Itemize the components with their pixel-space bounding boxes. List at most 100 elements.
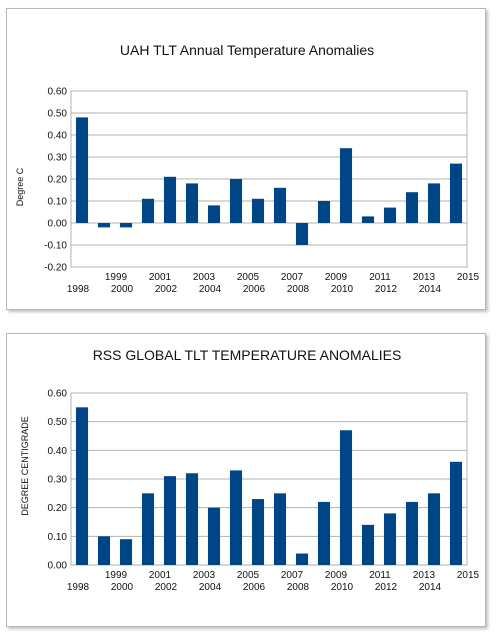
x-tick-label: 2014 xyxy=(419,284,442,295)
y-tick-label: 0.50 xyxy=(48,109,68,120)
x-tick-label: 2013 xyxy=(413,272,436,283)
x-tick-label: 2004 xyxy=(199,582,222,593)
rss-chart-panel: RSS GLOBAL TLT TEMPERATURE ANOMALIES DEG… xyxy=(6,333,486,627)
x-tick-label: 2011 xyxy=(369,570,391,581)
x-tick-label: 2006 xyxy=(243,582,266,593)
x-tick-label: 2015 xyxy=(457,272,480,283)
x-tick-label: 2015 xyxy=(457,570,480,581)
bar-2015 xyxy=(449,163,463,223)
bar-2014 xyxy=(427,493,441,565)
bar-1998 xyxy=(75,407,89,565)
x-tick-label: 2000 xyxy=(111,284,134,295)
x-tick-label: 2002 xyxy=(155,582,178,593)
bar-2007 xyxy=(273,493,287,565)
bar-2012 xyxy=(383,207,397,223)
bar-2005 xyxy=(229,179,243,223)
bar-2004 xyxy=(207,205,221,223)
bar-2000 xyxy=(119,539,133,565)
y-tick-label: 0.10 xyxy=(48,532,68,543)
x-tick-label: 2000 xyxy=(111,582,134,593)
bar-2001 xyxy=(141,198,155,223)
x-tick-label: 2009 xyxy=(325,272,348,283)
bar-1999 xyxy=(97,536,111,565)
x-tick-label: 2001 xyxy=(149,272,172,283)
y-tick-label: 0.20 xyxy=(48,175,68,186)
y-tick-label: 0.50 xyxy=(48,417,68,428)
y-tick-label: -0.20 xyxy=(44,263,67,274)
plot-frame xyxy=(70,90,468,268)
y-tick-label: 0.30 xyxy=(48,153,68,164)
y-tick-label: 0.60 xyxy=(48,87,68,98)
x-tick-label: 2012 xyxy=(375,284,398,295)
bar-2008 xyxy=(295,223,309,245)
bar-2013 xyxy=(405,501,419,565)
y-tick-label: 0.20 xyxy=(48,503,68,514)
x-tick-label: 2009 xyxy=(325,570,348,581)
bar-2011 xyxy=(361,524,375,565)
x-tick-label: 2010 xyxy=(331,284,354,295)
bar-2001 xyxy=(141,493,155,565)
x-tick-label: 2003 xyxy=(193,272,216,283)
x-tick-label: 2008 xyxy=(287,284,310,295)
plot-frame xyxy=(70,392,468,566)
x-tick-label: 2002 xyxy=(155,284,178,295)
x-tick-label: 2007 xyxy=(281,570,304,581)
x-tick-label: 2004 xyxy=(199,284,222,295)
x-tick-label: 2005 xyxy=(237,570,260,581)
bar-2014 xyxy=(427,183,441,223)
bar-2013 xyxy=(405,192,419,223)
x-tick-label: 2011 xyxy=(369,272,391,283)
y-tick-label: 0.60 xyxy=(48,389,68,400)
bar-2011 xyxy=(361,216,375,223)
rss-chart: RSS GLOBAL TLT TEMPERATURE ANOMALIES DEG… xyxy=(20,347,480,594)
bar-2012 xyxy=(383,513,397,565)
x-tick-label: 2001 xyxy=(149,570,172,581)
y-axis-label: Degree C xyxy=(15,167,25,206)
x-tick-label: 2005 xyxy=(237,272,260,283)
bar-2002 xyxy=(163,176,177,223)
bar-2003 xyxy=(185,183,199,223)
bar-2003 xyxy=(185,473,199,565)
x-tick-label: 1999 xyxy=(105,570,128,581)
bar-2004 xyxy=(207,507,221,565)
x-tick-label: 2010 xyxy=(331,582,354,593)
chart-title: UAH TLT Annual Temperature Anomalies xyxy=(120,42,374,58)
x-tick-label: 2014 xyxy=(419,582,442,593)
x-tick-label: 2013 xyxy=(413,570,436,581)
y-tick-label: -0.10 xyxy=(44,241,67,252)
bar-2005 xyxy=(229,470,243,565)
x-tick-label: 1998 xyxy=(67,284,90,295)
bar-2007 xyxy=(273,187,287,223)
y-tick-label: 0.40 xyxy=(48,131,68,142)
uah-chart-panel: UAH TLT Annual Temperature Anomalies Deg… xyxy=(6,8,486,310)
bar-1999 xyxy=(97,223,111,228)
y-tick-label: 0.10 xyxy=(48,197,68,208)
y-tick-label: 0.40 xyxy=(48,446,68,457)
x-tick-label: 1999 xyxy=(105,272,128,283)
y-axis-label: DEGREE CENTIGRADE xyxy=(20,416,30,516)
bar-2010 xyxy=(339,430,353,565)
x-tick-label: 2007 xyxy=(281,272,304,283)
bar-2006 xyxy=(251,198,265,223)
bar-2006 xyxy=(251,499,265,565)
y-tick-label: 0.00 xyxy=(48,219,68,230)
x-tick-label: 2012 xyxy=(375,582,398,593)
x-tick-label: 2003 xyxy=(193,570,216,581)
x-tick-label: 1998 xyxy=(67,582,90,593)
bar-2010 xyxy=(339,148,353,223)
x-tick-label: 2008 xyxy=(287,582,310,593)
bar-2009 xyxy=(317,201,331,223)
bar-2002 xyxy=(163,476,177,565)
plot-area: -0.20 -0.10 0.00 0.10 0.20 0.30 0.40 0.50 0.60 19… xyxy=(44,87,479,296)
bar-2000 xyxy=(119,223,133,228)
bar-2009 xyxy=(317,501,331,565)
bar-1998 xyxy=(75,117,89,223)
y-tick-label: 0.30 xyxy=(48,475,68,486)
x-tick-label: 2006 xyxy=(243,284,266,295)
y-tick-label: 0.00 xyxy=(48,561,68,572)
bar-2008 xyxy=(295,553,309,565)
bar-2015 xyxy=(449,461,463,565)
plot-area: 0.00 0.10 0.20 0.30 0.40 0.50 0.60 1998 19992000… xyxy=(48,389,480,594)
uah-chart: UAH TLT Annual Temperature Anomalies Deg… xyxy=(15,42,480,296)
chart-title: RSS GLOBAL TLT TEMPERATURE ANOMALIES xyxy=(93,347,402,363)
